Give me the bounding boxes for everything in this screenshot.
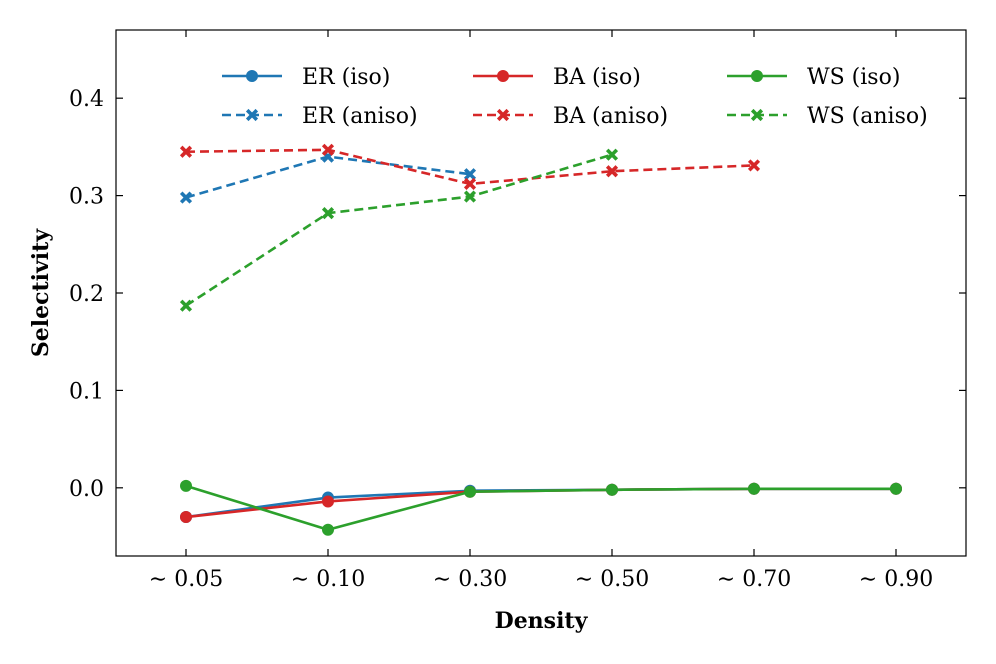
x-marker-stroke	[605, 165, 619, 178]
x-marker-stroke	[605, 148, 619, 161]
x-marker-stroke	[496, 108, 510, 122]
data-point-ba-iso	[322, 495, 334, 508]
legend-label: BA (aniso)	[553, 104, 668, 129]
data-point-ba-aniso	[321, 143, 335, 156]
legend: ER (iso) BA (iso) WS (iso) ER (aniso) BA (an…	[222, 65, 928, 129]
legend-item-ws-aniso: WS (aniso)	[727, 104, 928, 129]
y-tick-label: 0.1	[69, 379, 104, 404]
legend-item-ba-iso: BA (iso)	[473, 65, 641, 90]
legend-swatch-marker	[246, 70, 258, 82]
data-point-ba-aniso	[747, 159, 761, 172]
series-ws-iso	[180, 479, 902, 536]
data-point-ba-aniso	[463, 177, 477, 190]
legend-item-ws-iso: WS (iso)	[727, 65, 900, 90]
y-tick-label: 0.2	[69, 282, 104, 307]
data-point-ws-iso	[890, 482, 902, 495]
x-tick-label: ∼ 0.10	[291, 567, 365, 592]
legend-swatch-marker	[750, 108, 764, 122]
data-point-ws-aniso	[463, 190, 477, 203]
series-ba-aniso	[179, 143, 761, 190]
series-line-er-iso	[185, 487, 896, 519]
data-point-ws-iso	[322, 523, 334, 536]
x-marker-stroke	[321, 143, 335, 156]
data-point-ws-aniso	[321, 207, 335, 220]
x-marker-stroke	[747, 159, 761, 172]
series-line-ws-aniso	[185, 153, 613, 307]
data-point-ba-aniso	[179, 145, 193, 158]
legend-item-er-aniso: ER (aniso)	[222, 104, 418, 129]
series-line-er-aniso	[185, 155, 471, 199]
legend-swatch-marker	[497, 70, 509, 82]
x-tick-label: ∼ 0.50	[575, 567, 649, 592]
x-marker-stroke	[321, 207, 335, 220]
data-point-ba-iso	[180, 511, 192, 524]
data-point-ws-iso	[748, 482, 760, 495]
data-point-ws-aniso	[605, 148, 619, 161]
axes: 0.0 0.1 0.2 0.3 0.4 ∼ 0.05 ∼ 0.10 ∼ 0.30 ∼ 0.50 ∼…	[69, 29, 967, 592]
y-axis-title: Selectivity	[28, 228, 54, 357]
x-tick-label: ∼ 0.90	[859, 567, 933, 592]
x-tick-label: ∼ 0.70	[717, 567, 791, 592]
x-marker-stroke	[179, 299, 193, 312]
legend-item-er-iso: ER (iso)	[222, 65, 390, 90]
plot-area	[179, 143, 902, 536]
legend-label: ER (iso)	[302, 65, 390, 90]
legend-swatch-marker	[245, 108, 259, 122]
series-line-ws-iso	[185, 484, 896, 532]
series-ws-aniso	[179, 148, 619, 312]
x-marker-stroke	[245, 108, 259, 122]
x-tick-label: ∼ 0.30	[433, 567, 507, 592]
legend-swatch-marker	[751, 70, 763, 82]
series-line-ba-aniso	[185, 148, 755, 186]
legend-label: BA (iso)	[553, 65, 641, 90]
data-point-er-aniso	[463, 168, 477, 181]
y-tick-label: 0.0	[69, 477, 104, 502]
x-marker-stroke	[463, 190, 477, 203]
legend-label: WS (aniso)	[807, 104, 928, 129]
x-marker-stroke	[750, 108, 764, 122]
x-marker-stroke	[179, 191, 193, 204]
data-point-ws-iso	[606, 483, 618, 496]
data-point-ws-iso	[180, 479, 192, 492]
x-marker-stroke	[463, 177, 477, 190]
series-er-aniso	[179, 150, 477, 204]
y-tick-label: 0.3	[69, 185, 104, 210]
data-point-er-aniso	[179, 191, 193, 204]
data-point-ws-iso	[464, 485, 476, 498]
data-point-ws-aniso	[179, 299, 193, 312]
legend-swatch-marker	[496, 108, 510, 122]
y-tick-label: 0.4	[69, 87, 104, 112]
legend-item-ba-aniso: BA (aniso)	[473, 104, 668, 129]
data-point-ba-aniso	[605, 165, 619, 178]
x-axis-title: Density	[495, 608, 589, 634]
x-marker-stroke	[179, 145, 193, 158]
x-marker-stroke	[463, 168, 477, 181]
legend-label: ER (aniso)	[302, 104, 418, 129]
legend-label: WS (iso)	[807, 65, 900, 90]
x-tick-label: ∼ 0.05	[149, 567, 223, 592]
